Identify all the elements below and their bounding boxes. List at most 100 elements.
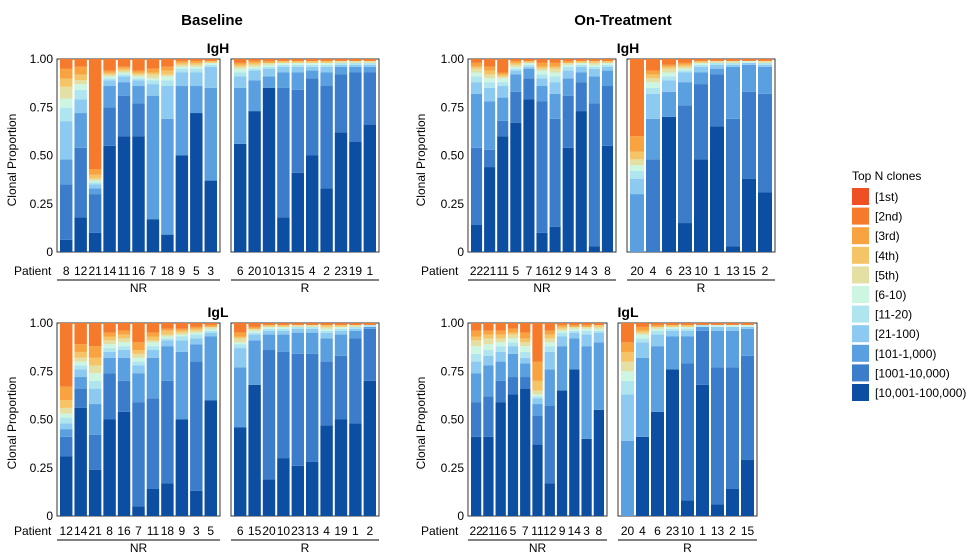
bar-segment — [575, 59, 587, 61]
bar-segment — [349, 64, 362, 67]
bar-segment — [694, 64, 708, 67]
bar-segment — [161, 334, 174, 337]
bar-segment — [471, 147, 483, 225]
bar-segment — [248, 326, 261, 329]
bar-segment — [666, 323, 679, 325]
bar-segment — [204, 332, 217, 337]
bar-segment — [497, 97, 509, 121]
bar-segment — [588, 76, 600, 104]
bar-segment — [103, 419, 116, 516]
bar-segment — [161, 74, 174, 77]
bar-segment — [88, 323, 102, 347]
patient-label: 4 — [323, 524, 330, 538]
bar-segment — [60, 184, 73, 240]
bar-segment — [74, 84, 87, 90]
bar-segment — [556, 390, 568, 516]
bar-segment — [497, 76, 509, 79]
bar-segment — [471, 76, 483, 83]
bar-segment — [471, 373, 482, 403]
bar-segment — [190, 344, 203, 362]
bar-segment — [277, 72, 290, 88]
legend-swatch — [852, 266, 869, 284]
bar-segment — [103, 107, 116, 146]
bar-segment — [681, 324, 694, 327]
bar-segment — [306, 59, 319, 61]
bar-segment — [742, 64, 756, 92]
bar-segment — [190, 332, 203, 335]
bar-segment — [495, 338, 506, 343]
bar-segment — [536, 74, 548, 79]
patient-label: 3 — [207, 264, 214, 278]
bar-segment — [694, 66, 708, 73]
legend-label: [5th) — [875, 268, 899, 282]
bar-segment — [556, 328, 568, 331]
patient-label: 11 — [496, 264, 509, 278]
bar-segment — [190, 338, 203, 345]
bar-segment — [320, 62, 333, 65]
bar-segment — [651, 326, 664, 329]
bar-segment — [334, 419, 348, 516]
bar-segment — [234, 87, 247, 144]
bar-segment — [204, 60, 217, 63]
bar-segment — [711, 324, 724, 327]
bar-segment — [711, 326, 724, 331]
bar-segment — [117, 338, 131, 343]
bar-segment — [175, 328, 189, 331]
bar-segment — [601, 64, 613, 67]
bar-segment — [710, 74, 724, 127]
bar-segment — [662, 116, 676, 253]
bar-segment — [532, 323, 543, 362]
bar-segment — [161, 328, 174, 331]
x-axis-label: Patient — [14, 524, 52, 538]
bar-segment — [117, 330, 131, 335]
patient-label: 15 — [742, 264, 756, 278]
bar-segment — [88, 188, 102, 195]
legend-label: [11-20) — [875, 308, 912, 322]
bar-segment — [88, 194, 102, 233]
bar-segment — [694, 159, 708, 252]
bar-segment — [334, 355, 348, 420]
bar-segment — [262, 479, 276, 516]
bar-segment — [175, 86, 189, 156]
patient-label: 6 — [237, 524, 244, 538]
bar-segment — [569, 326, 580, 329]
bar-segment — [334, 328, 348, 331]
patient-label: 11 — [147, 524, 160, 538]
bar-segment — [510, 68, 522, 71]
bar-segment — [363, 72, 376, 125]
bar-segment — [471, 323, 482, 331]
bar-segment — [88, 434, 102, 470]
legend-swatch — [852, 305, 869, 323]
bar-segment — [646, 82, 660, 88]
bar-segment — [60, 423, 73, 430]
bar-segment — [103, 78, 116, 81]
patient-label: 2 — [323, 264, 330, 278]
patient-label: 21 — [88, 524, 102, 538]
patient-label: 14 — [74, 524, 88, 538]
bar-segment — [588, 62, 600, 65]
bar-segment — [88, 388, 102, 405]
bar-segment — [742, 178, 756, 252]
bar-segment — [291, 326, 304, 329]
bar-segment — [74, 99, 87, 114]
legend-swatch — [852, 364, 869, 382]
bar-segment — [248, 340, 261, 385]
bar-segment — [190, 113, 203, 252]
bar-segment — [146, 59, 160, 69]
bar-segment — [161, 70, 174, 75]
bar-segment — [646, 59, 660, 71]
bar-segment — [646, 159, 660, 252]
bar-segment — [74, 407, 87, 516]
bar-segment — [497, 72, 509, 75]
patient-label: 6 — [237, 264, 244, 278]
bar-segment — [146, 350, 160, 358]
legend-swatch — [852, 325, 869, 343]
bar-segment — [334, 132, 348, 252]
bar-segment — [532, 404, 543, 416]
y-tick-label: 0.25 — [30, 461, 54, 475]
patient-label: 3 — [193, 524, 200, 538]
bar-segment — [562, 59, 574, 61]
bar-segment — [363, 66, 376, 73]
bar-segment — [88, 169, 102, 175]
bar-segment — [320, 64, 333, 67]
